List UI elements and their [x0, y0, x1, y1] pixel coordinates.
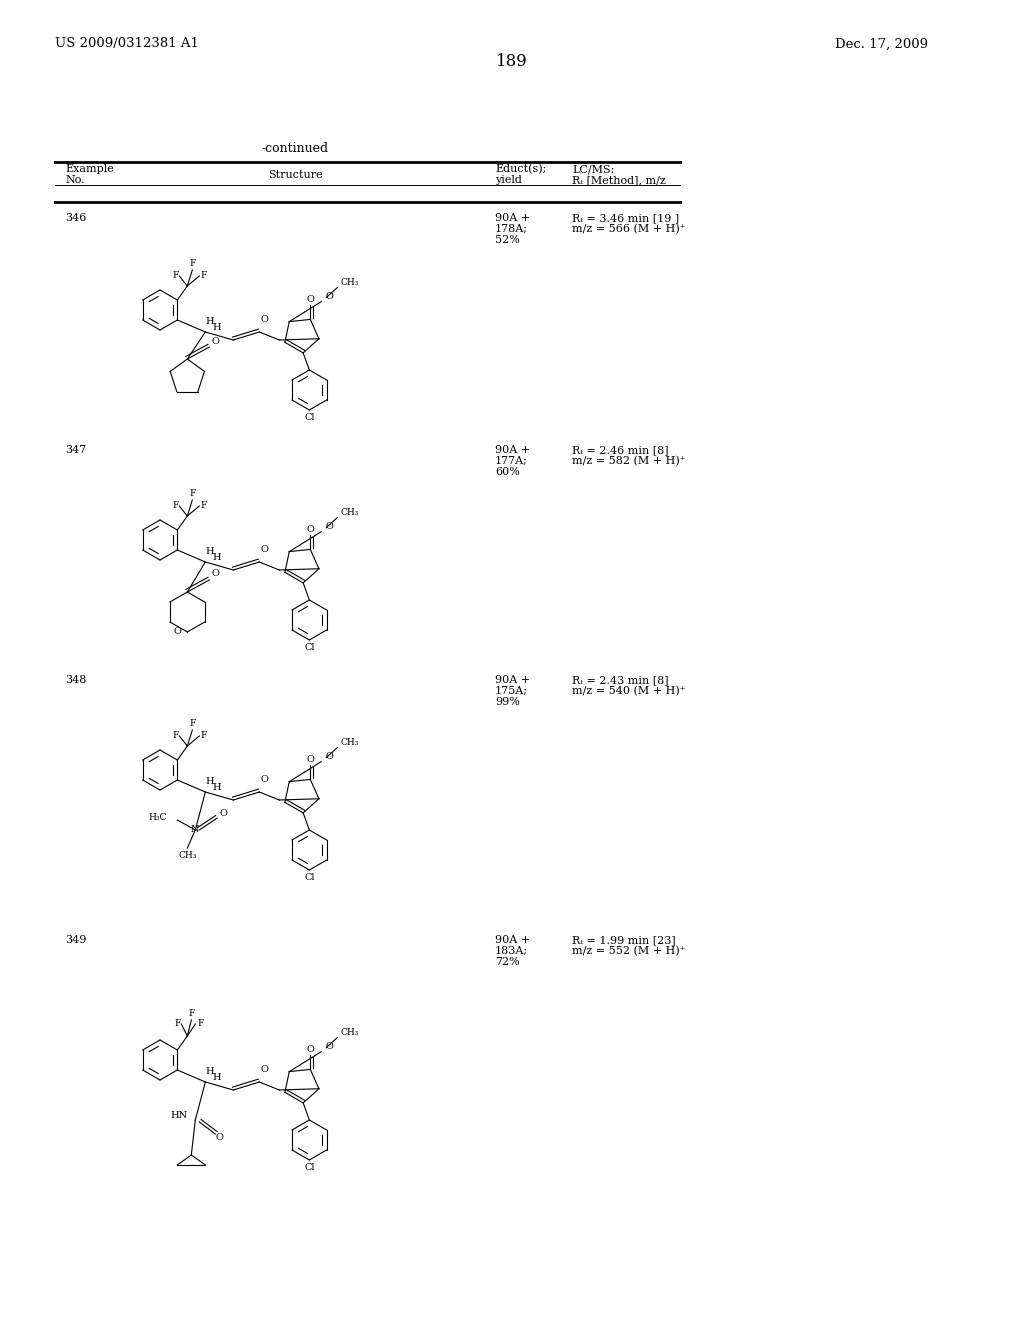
Text: 175A;: 175A; — [495, 686, 528, 696]
Text: H: H — [205, 548, 214, 557]
Text: 178A;: 178A; — [495, 224, 528, 234]
Text: N: N — [191, 825, 200, 834]
Text: F: F — [200, 731, 207, 741]
Text: CH₃: CH₃ — [178, 851, 197, 861]
Text: 90A +: 90A + — [495, 675, 530, 685]
Text: 90A +: 90A + — [495, 935, 530, 945]
Text: LC/MS:: LC/MS: — [572, 164, 614, 174]
Text: CH₃: CH₃ — [340, 1028, 358, 1038]
Text: O: O — [260, 545, 268, 554]
Text: 189: 189 — [496, 54, 528, 70]
Text: H: H — [213, 784, 221, 792]
Text: H₃C: H₃C — [148, 813, 167, 822]
Text: Cl: Cl — [304, 644, 314, 652]
Text: Rₜ = 3.46 min [19 ]: Rₜ = 3.46 min [19 ] — [572, 213, 679, 223]
Text: Cl: Cl — [304, 413, 314, 422]
Text: m/z = 582 (M + H)⁺: m/z = 582 (M + H)⁺ — [572, 455, 685, 466]
Text: O: O — [219, 809, 227, 818]
Text: Example: Example — [65, 164, 114, 174]
Text: F: F — [189, 260, 196, 268]
Text: F: F — [172, 272, 178, 281]
Text: F: F — [174, 1019, 180, 1028]
Text: Cl: Cl — [304, 1163, 314, 1172]
Text: m/z = 552 (M + H)⁺: m/z = 552 (M + H)⁺ — [572, 946, 685, 956]
Text: -continued: -continued — [261, 141, 329, 154]
Text: 90A +: 90A + — [495, 445, 530, 455]
Text: m/z = 540 (M + H)⁺: m/z = 540 (M + H)⁺ — [572, 686, 685, 696]
Text: 52%: 52% — [495, 235, 520, 246]
Text: O: O — [215, 1134, 223, 1143]
Text: O: O — [260, 776, 268, 784]
Text: O: O — [260, 1065, 268, 1074]
Text: 99%: 99% — [495, 697, 520, 708]
Text: HN: HN — [170, 1111, 187, 1121]
Text: Dec. 17, 2009: Dec. 17, 2009 — [835, 37, 928, 50]
Text: Educt(s);: Educt(s); — [495, 164, 547, 174]
Text: F: F — [189, 719, 196, 729]
Text: H: H — [205, 1068, 214, 1077]
Text: Rₜ [Method], m/z: Rₜ [Method], m/z — [572, 176, 666, 185]
Text: O: O — [306, 294, 314, 304]
Text: Rₜ = 2.43 min [8]: Rₜ = 2.43 min [8] — [572, 675, 669, 685]
Text: H: H — [205, 318, 214, 326]
Text: O: O — [326, 523, 333, 531]
Text: 349: 349 — [65, 935, 86, 945]
Text: F: F — [200, 502, 207, 511]
Text: H: H — [205, 777, 214, 787]
Text: m/z = 566 (M + H)⁺: m/z = 566 (M + H)⁺ — [572, 224, 685, 234]
Text: O: O — [326, 1041, 333, 1051]
Text: Rₜ = 2.46 min [8]: Rₜ = 2.46 min [8] — [572, 445, 669, 455]
Text: CH₃: CH₃ — [340, 279, 358, 288]
Text: 90A +: 90A + — [495, 213, 530, 223]
Text: H: H — [213, 1073, 221, 1082]
Text: CH₃: CH₃ — [340, 738, 358, 747]
Text: O: O — [306, 1045, 314, 1053]
Text: O: O — [260, 315, 268, 325]
Text: F: F — [172, 502, 178, 511]
Text: 177A;: 177A; — [495, 455, 528, 466]
Text: 72%: 72% — [495, 957, 520, 968]
Text: O: O — [211, 569, 219, 578]
Text: Cl: Cl — [304, 874, 314, 883]
Text: No.: No. — [65, 176, 85, 185]
Text: 60%: 60% — [495, 467, 520, 477]
Text: O: O — [306, 755, 314, 764]
Text: Structure: Structure — [267, 170, 323, 180]
Text: F: F — [172, 731, 178, 741]
Text: CH₃: CH₃ — [340, 508, 358, 517]
Text: O: O — [326, 292, 333, 301]
Text: US 2009/0312381 A1: US 2009/0312381 A1 — [55, 37, 199, 50]
Text: O: O — [211, 337, 219, 346]
Text: F: F — [188, 1010, 195, 1019]
Text: H: H — [213, 553, 221, 562]
Text: yield: yield — [495, 176, 522, 185]
Text: 183A;: 183A; — [495, 946, 528, 956]
Text: Rₜ = 1.99 min [23]: Rₜ = 1.99 min [23] — [572, 935, 676, 945]
Text: 347: 347 — [65, 445, 86, 455]
Text: F: F — [189, 490, 196, 499]
Text: O: O — [306, 525, 314, 533]
Text: F: F — [198, 1019, 204, 1028]
Text: H: H — [213, 323, 221, 333]
Text: O: O — [326, 752, 333, 762]
Text: 348: 348 — [65, 675, 86, 685]
Text: O: O — [173, 627, 181, 636]
Text: F: F — [200, 272, 207, 281]
Text: 346: 346 — [65, 213, 86, 223]
